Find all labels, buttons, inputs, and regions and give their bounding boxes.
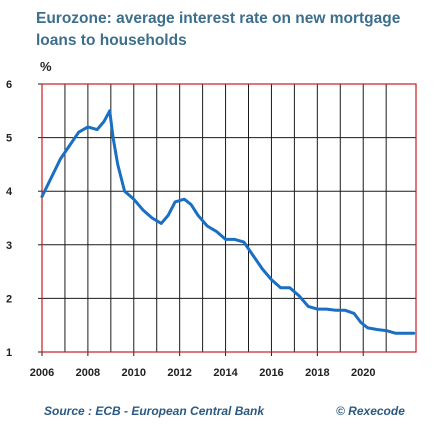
y-tick-label: 4 xyxy=(6,186,13,198)
y-tick-labels: 1 2 3 4 5 6 xyxy=(6,79,13,359)
x-tick-label: 2008 xyxy=(76,367,100,379)
plot-frame xyxy=(41,83,417,353)
grid xyxy=(38,83,416,356)
series xyxy=(40,109,416,335)
y-tick-label: 2 xyxy=(6,293,12,305)
series-line-0 xyxy=(40,109,416,335)
y-tick-label: 6 xyxy=(6,79,12,91)
x-tick-label: 2010 xyxy=(122,367,146,379)
copyright-note: © Rexecode xyxy=(336,404,405,418)
y-tick-label: 1 xyxy=(6,347,12,359)
y-tick-label: 3 xyxy=(6,240,12,252)
x-tick-label: 2018 xyxy=(305,367,329,379)
x-tick-label: 2006 xyxy=(30,367,54,379)
x-tick-label: 2016 xyxy=(259,367,283,379)
y-tick-label: 5 xyxy=(6,133,12,145)
chart-title: Eurozone: average interest rate on new m… xyxy=(36,10,401,49)
y-unit-label: % xyxy=(40,59,52,74)
x-tick-label: 2020 xyxy=(351,367,375,379)
plot-border xyxy=(41,83,417,353)
x-tick-label: 2012 xyxy=(167,367,191,379)
source-note: Source : ECB - European Central Bank xyxy=(44,404,265,418)
x-tick-label: 2014 xyxy=(213,367,238,379)
x-tick-labels: 2006 2008 2010 2012 2014 2016 2018 2020 xyxy=(30,367,376,379)
